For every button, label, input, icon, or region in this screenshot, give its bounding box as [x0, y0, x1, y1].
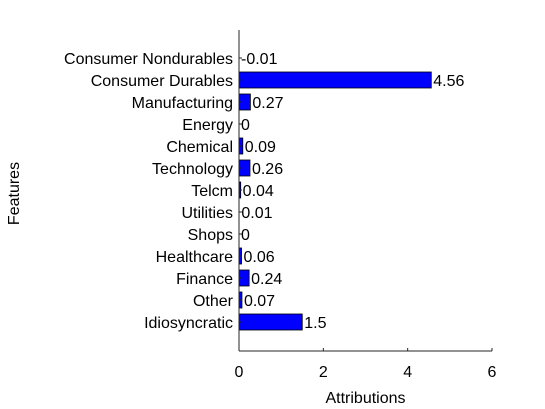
value-label-4: 0.09 — [245, 139, 276, 156]
category-label-1: Consumer Durables — [91, 73, 233, 90]
category-label-11: Other — [193, 293, 234, 310]
x-tick-label-2: 4 — [403, 364, 412, 381]
value-label-0: -0.01 — [241, 51, 278, 68]
category-labels: Consumer Nondurables Consumer Durables Man… — [64, 51, 242, 332]
value-label-8: 0 — [241, 227, 250, 244]
value-label-2: 0.27 — [252, 95, 283, 112]
value-label-1: 4.56 — [433, 73, 464, 90]
category-label-6: Telcm — [191, 183, 233, 200]
bar-12 — [238, 313, 303, 331]
value-label-5: 0.26 — [252, 161, 283, 178]
category-label-10: Finance — [176, 271, 233, 288]
value-label-7: 0.01 — [241, 205, 272, 222]
x-tick-label-1: 2 — [319, 364, 328, 381]
x-tick-label-0: 0 — [235, 364, 244, 381]
x-ticks: 0 2 4 6 — [235, 348, 497, 381]
bar-1 — [238, 71, 432, 89]
category-label-7: Utilities — [181, 205, 233, 222]
category-label-2: Manufacturing — [132, 95, 233, 112]
x-tick-label-3: 6 — [488, 364, 497, 381]
category-label-5: Technology — [152, 161, 233, 178]
category-label-3: Energy — [182, 117, 233, 134]
category-label-8: Shops — [188, 227, 233, 244]
value-label-6: 0.04 — [243, 183, 274, 200]
value-label-10: 0.24 — [251, 271, 282, 288]
value-label-12: 1.5 — [304, 315, 326, 332]
value-label-9: 0.06 — [244, 249, 275, 266]
value-label-11: 0.07 — [244, 293, 275, 310]
x-axis-label: Attributions — [325, 390, 405, 407]
category-label-9: Healthcare — [156, 249, 233, 266]
value-labels: -0.014.560.2700.090.260.040.0100.060.240… — [241, 51, 465, 332]
value-label-3: 0 — [241, 117, 250, 134]
category-label-4: Chemical — [166, 139, 233, 156]
category-label-0: Consumer Nondurables — [64, 51, 233, 68]
category-label-12: Idiosyncratic — [144, 315, 233, 332]
y-axis-label: Features — [6, 162, 23, 225]
